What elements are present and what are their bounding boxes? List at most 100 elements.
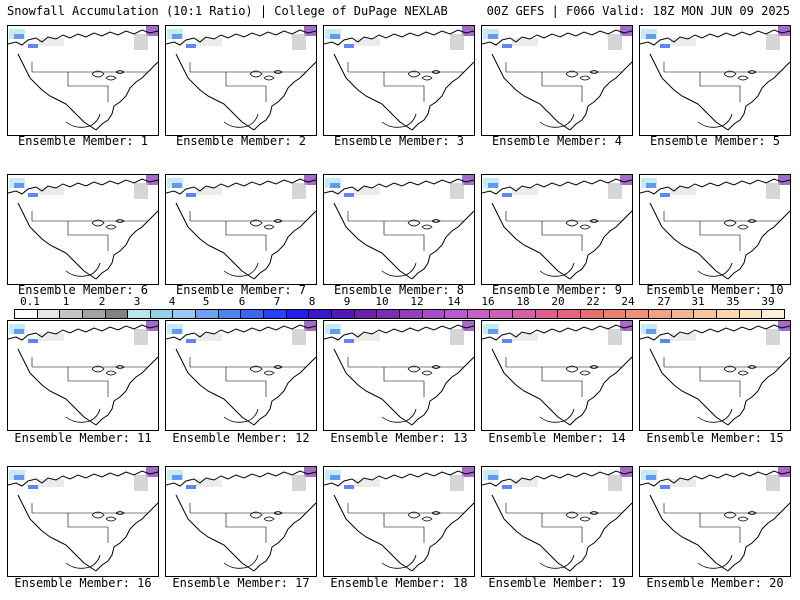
snow-shading-baffin [450,183,464,199]
colorbar-segment [354,310,378,318]
snow-shading-yukon [354,187,380,195]
great-lakes [407,70,441,81]
continent-coastline [175,53,316,131]
snow-shading-alaska-core [488,329,498,334]
snow-shading-yukon [512,38,538,46]
snow-shading-baffin [450,329,464,345]
colorbar-tick-label: 39 [761,295,775,308]
ensemble-member-label: Ensemble Member: 6 [17,283,149,297]
colorbar-segment [331,310,355,318]
snow-shading-baffin [134,34,148,50]
great-lakes [565,70,599,81]
great-lakes [565,219,599,230]
continent-coastline [175,494,316,572]
snow-shading-coast [28,193,38,197]
colorbar-tick-label: 5 [202,295,210,308]
ensemble-member-map [165,466,317,577]
snow-shading-baffin [450,34,464,50]
colorbar-segment [264,310,287,318]
north-america-basemap [8,175,158,280]
colorbar-segment [218,310,242,318]
great-lakes [407,511,441,522]
ensemble-member-map [7,466,159,577]
snow-shading-yukon [670,333,696,341]
snow-shading-yukon [196,479,222,487]
north-america-basemap [324,175,474,280]
arctic-coastline [482,470,632,487]
colorbar-tick-label: 18 [516,295,530,308]
colorbar-tick-label: 12 [410,295,424,308]
colorbar-tick-label: 27 [657,295,671,308]
snow-shading-baffin [766,329,780,345]
snow-shading-alaska-core [172,34,182,39]
continent-coastline [333,494,474,572]
ensemble-member-label: Ensemble Member: 15 [646,431,784,445]
colorbar-segment [558,310,582,318]
continent-coastline [649,348,790,426]
arctic-coastline [8,29,158,46]
gulf-coast [223,113,259,128]
snow-shading-baffin [766,34,780,50]
snow-shading-alaska-core [14,475,24,480]
colorbar-tick-label: 20 [551,295,565,308]
continent-coastline [175,202,316,280]
country-borders [31,357,148,397]
gulf-coast [539,113,575,128]
colorbar-segment [15,310,38,318]
north-america-basemap [482,26,632,131]
snow-shading-coast [28,339,38,343]
snow-shading-alaska-core [330,329,340,334]
gulf-coast [381,408,417,423]
snow-shading-greenland [778,321,790,331]
arctic-coastline [166,29,316,46]
colorbar-segment [762,310,784,318]
snow-shading-greenland [146,467,158,477]
ensemble-member-label: Ensemble Member: 2 [175,134,307,148]
ensemble-member-label: Ensemble Member: 18 [330,576,468,590]
colorbar-tick-label: 4 [168,295,176,308]
continent-coastline [175,348,316,426]
colorbar-tick-label: 8 [308,295,316,308]
north-america-basemap [166,467,316,572]
snow-shading-yukon [38,38,64,46]
snow-shading-coast [344,193,354,197]
colorbar-segment [422,310,446,318]
ensemble-member-label: Ensemble Member: 17 [172,576,310,590]
colorbar-segment [467,310,491,318]
north-america-basemap [166,26,316,131]
snow-shading-coast [502,485,512,489]
arctic-coastline [166,324,316,341]
great-lakes [249,219,283,230]
arctic-coastline [324,470,474,487]
country-borders [505,211,622,251]
ensemble-member-map [323,25,475,136]
great-lakes [723,511,757,522]
snow-shading-yukon [354,333,380,341]
snow-shading-coast [28,485,38,489]
arctic-coastline [8,178,158,195]
country-borders [347,503,464,543]
snow-shading-yukon [670,187,696,195]
snow-shading-baffin [292,34,306,50]
snow-shading-greenland [146,321,158,331]
snow-shading-baffin [134,183,148,199]
snow-shading-yukon [354,38,380,46]
gulf-coast [539,262,575,277]
gulf-coast [65,113,101,128]
gulf-coast [65,554,101,569]
snow-shading-yukon [38,187,64,195]
great-lakes [723,219,757,230]
snow-shading-baffin [292,329,306,345]
snow-shading-alaska-core [330,34,340,39]
colorbar-segment [82,310,106,318]
ensemble-member-label: Ensemble Member: 5 [649,134,781,148]
colorbar-tick-label: 0.1 [20,295,40,308]
colorbar-segment [694,310,717,318]
arctic-coastline [8,324,158,341]
north-america-basemap [324,26,474,131]
colorbar-tick-label: 14 [447,295,461,308]
snow-shading-alaska-core [488,34,498,39]
map-title: Snowfall Accumulation (10:1 Ratio) | Col… [7,4,448,18]
snow-shading-baffin [608,475,622,491]
north-america-basemap [8,26,158,131]
